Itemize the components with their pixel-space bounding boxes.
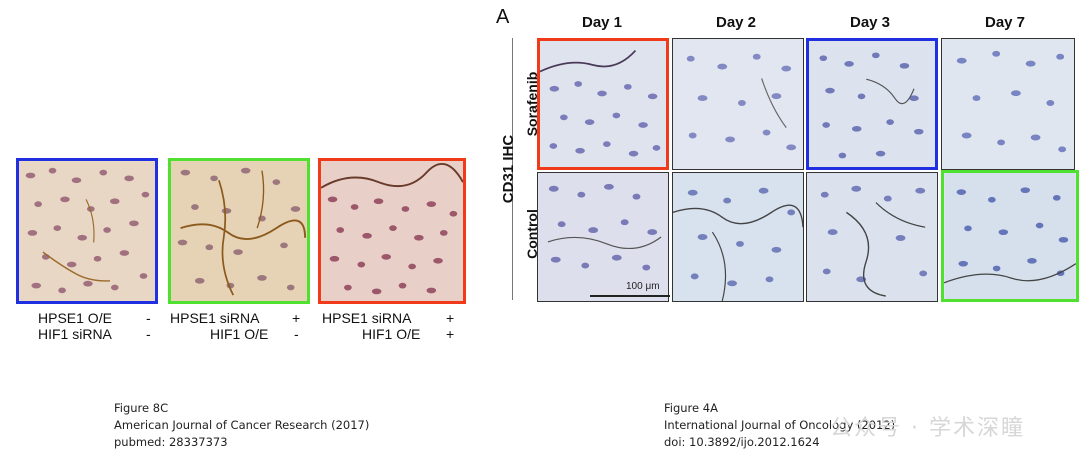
label-1-line2: HIF1 siRNA (38, 326, 112, 342)
tissue-image-sorafenib-day7 (942, 39, 1074, 169)
sorafenib-day1-panel (537, 38, 669, 170)
control-day3-panel (806, 172, 938, 302)
side-label: CD31 IHC (500, 134, 517, 204)
left-panel-1 (16, 158, 158, 304)
control-day7-panel (941, 170, 1079, 302)
left-panel-2 (168, 158, 310, 304)
panel-letter: A (496, 6, 510, 28)
left-caption-figure: Figure 8C (114, 401, 169, 415)
tissue-image-1 (19, 161, 155, 301)
sorafenib-day2-panel (672, 38, 804, 170)
right-caption-journal: International Journal of Oncology (2012) (664, 418, 896, 432)
left-caption-journal: American Journal of Cancer Research (201… (114, 418, 370, 432)
scale-bar-label: 100 μm (626, 281, 660, 292)
tissue-image-control-day7 (944, 173, 1076, 299)
column-head-day1: Day 1 (581, 14, 623, 31)
tissue-image-3 (321, 161, 463, 301)
tissue-image-control-day1 (538, 173, 668, 301)
column-head-day3: Day 3 (849, 14, 891, 31)
left-caption-id: pubmed: 28337373 (114, 435, 228, 449)
vertical-divider (512, 38, 513, 300)
label-1-sign2: - (146, 326, 151, 342)
tissue-image-control-day3 (807, 173, 937, 301)
tissue-image-sorafenib-day2 (673, 39, 803, 169)
left-panel-3 (318, 158, 466, 304)
column-head-day2: Day 2 (715, 14, 757, 31)
tissue-image-control-day2 (673, 173, 803, 301)
right-caption-id: doi: 10.3892/ijo.2012.1624 (664, 435, 820, 449)
label-3-line2: HIF1 O/E (362, 326, 421, 342)
label-2-sign1: + (292, 310, 301, 326)
sorafenib-day7-panel (941, 38, 1075, 170)
right-caption-figure: Figure 4A (664, 401, 718, 415)
label-1-line1: HPSE1 O/E (38, 310, 112, 326)
control-day2-panel (672, 172, 804, 302)
control-day1-panel (537, 172, 669, 302)
tissue-image-sorafenib-day3 (809, 41, 935, 167)
watermark: 公众号 · 学术深瞳 (830, 416, 1025, 441)
sorafenib-day3-panel (806, 38, 938, 170)
label-3-line1: HPSE1 siRNA (322, 310, 412, 326)
label-3-sign1: + (446, 310, 455, 326)
label-2-sign2: - (294, 326, 299, 342)
label-2-line1: HPSE1 siRNA (170, 310, 260, 326)
label-2-line2: HIF1 O/E (210, 326, 269, 342)
label-3-sign2: + (446, 326, 455, 342)
column-head-day7: Day 7 (984, 14, 1026, 31)
label-1-sign1: - (146, 310, 151, 326)
tissue-image-sorafenib-day1 (540, 41, 666, 167)
scale-bar (590, 295, 670, 297)
tissue-image-2 (171, 161, 307, 301)
